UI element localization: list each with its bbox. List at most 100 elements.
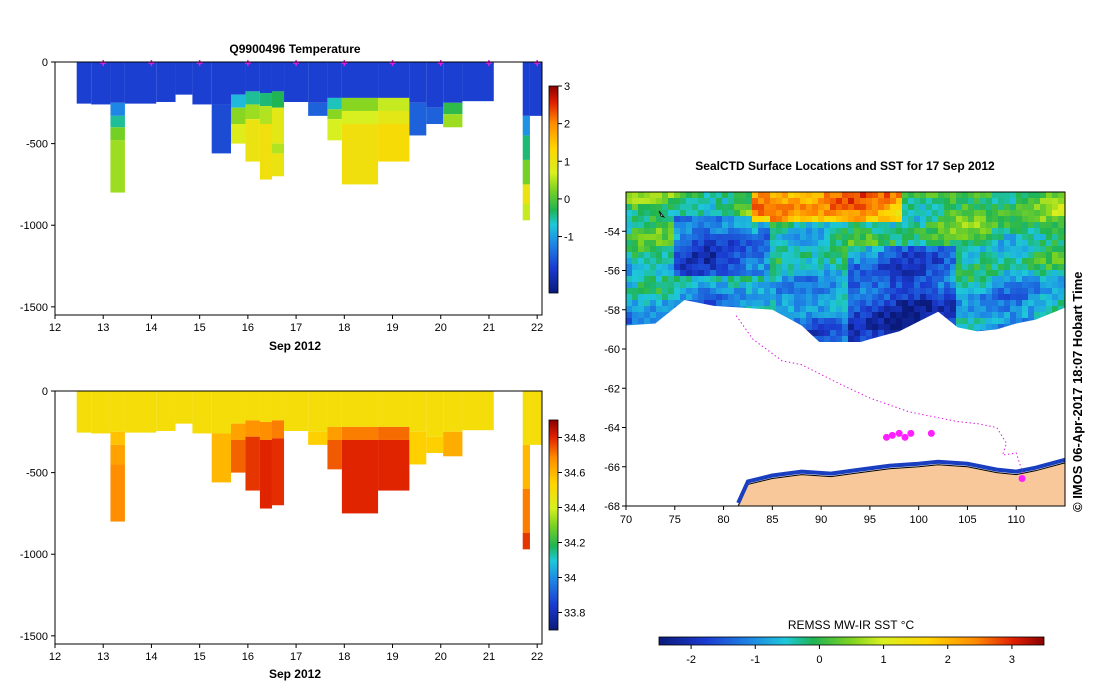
sst-cell xyxy=(662,294,668,300)
sst-cell xyxy=(770,264,776,270)
sst-cell xyxy=(986,312,992,318)
sst-cell xyxy=(920,216,926,222)
sst-cell xyxy=(836,312,842,318)
sst-cell xyxy=(938,240,944,246)
sst-cell xyxy=(770,294,776,300)
sst-cell xyxy=(662,282,668,288)
sst-cell xyxy=(692,198,698,204)
section-cell xyxy=(426,62,444,108)
sst-cell xyxy=(632,246,638,252)
sst-cell xyxy=(788,234,794,240)
sst-cell xyxy=(752,252,758,258)
sst-cell xyxy=(872,204,878,210)
sst-cell xyxy=(722,270,728,276)
sst-cell xyxy=(950,228,956,234)
sst-cell xyxy=(782,264,788,270)
sst-cell xyxy=(1010,306,1016,312)
sst-cell xyxy=(872,306,878,312)
sst-cell xyxy=(962,252,968,258)
sst-cell xyxy=(800,210,806,216)
sst-cell xyxy=(1028,264,1034,270)
sst-cell xyxy=(788,252,794,258)
x-tick-label: 13 xyxy=(97,651,109,663)
sst-cell xyxy=(800,270,806,276)
sst-cell xyxy=(722,258,728,264)
sst-cell xyxy=(746,276,752,282)
sst-cell xyxy=(692,288,698,294)
sst-cell xyxy=(818,312,824,318)
sst-cell xyxy=(842,300,848,306)
sst-cell xyxy=(830,318,836,324)
sst-cell xyxy=(860,222,866,228)
sst-cell xyxy=(776,270,782,276)
sst-cell xyxy=(818,222,824,228)
sst-cell xyxy=(1010,228,1016,234)
map-axes: 70 75 80 85 90 95 100 105 110-54-56-58-60-62-64-… xyxy=(604,226,1025,526)
sst-cell xyxy=(656,240,662,246)
sst-cell xyxy=(770,270,776,276)
sst-cell xyxy=(950,198,956,204)
sst-cell xyxy=(848,216,854,222)
sst-cell xyxy=(854,258,860,264)
sst-cell xyxy=(962,204,968,210)
sst-cell xyxy=(1046,270,1052,276)
sst-cell xyxy=(638,204,644,210)
sst-cell xyxy=(782,258,788,264)
sst-cell xyxy=(1028,294,1034,300)
sst-cell xyxy=(656,228,662,234)
sst-cell xyxy=(722,240,728,246)
sst-cell xyxy=(890,300,896,306)
sst-cell xyxy=(914,198,920,204)
sst-cell xyxy=(902,198,908,204)
sst-cell xyxy=(836,330,842,336)
sst-cell xyxy=(980,294,986,300)
sst-cell xyxy=(878,282,884,288)
sst-cell xyxy=(812,240,818,246)
sst-cell xyxy=(1022,216,1028,222)
sst-cell xyxy=(824,312,830,318)
sst-cell xyxy=(854,246,860,252)
sst-cell xyxy=(1028,234,1034,240)
sst-cell xyxy=(770,288,776,294)
sst-cell xyxy=(992,324,998,330)
sst-cell xyxy=(704,258,710,264)
sst-cell xyxy=(788,264,794,270)
sst-cell xyxy=(860,300,866,306)
sst-cell xyxy=(806,276,812,282)
sst-cell xyxy=(1034,294,1040,300)
sst-cell xyxy=(944,264,950,270)
sst-cell xyxy=(872,210,878,216)
sst-cell xyxy=(926,264,932,270)
sst-cell xyxy=(992,198,998,204)
sst-cell xyxy=(878,192,884,198)
sst-cell xyxy=(818,216,824,222)
sst-cell xyxy=(668,228,674,234)
sst-cell xyxy=(878,306,884,312)
sst-cell xyxy=(674,192,680,198)
sst-cell xyxy=(866,228,872,234)
sst-cell xyxy=(752,234,758,240)
sst-cell xyxy=(842,294,848,300)
sst-cell xyxy=(896,318,902,324)
sst-cell xyxy=(938,198,944,204)
sst-cell xyxy=(692,234,698,240)
sst-cell xyxy=(764,306,770,312)
section-cell xyxy=(271,153,285,177)
sst-cell xyxy=(860,330,866,336)
sst-cell xyxy=(788,276,794,282)
sst-cell xyxy=(710,222,716,228)
sst-cell xyxy=(764,234,770,240)
sst-cell xyxy=(872,222,878,228)
sst-cell xyxy=(656,258,662,264)
sst-cell xyxy=(626,234,632,240)
temperature-section-cells xyxy=(76,62,542,221)
sst-cell xyxy=(626,210,632,216)
sst-cell xyxy=(860,204,866,210)
sst-cell xyxy=(794,288,800,294)
sst-cell xyxy=(788,270,794,276)
sst-cell xyxy=(1004,318,1010,324)
sst-cell xyxy=(986,318,992,324)
sst-cell xyxy=(794,210,800,216)
sst-cell xyxy=(824,276,830,282)
sst-cell xyxy=(734,240,740,246)
